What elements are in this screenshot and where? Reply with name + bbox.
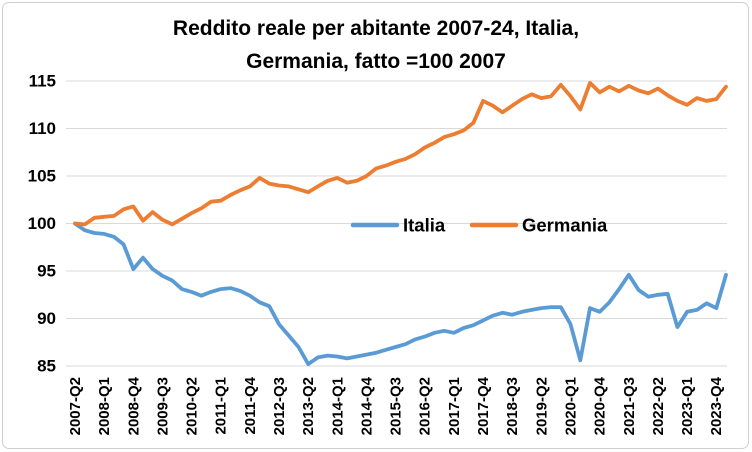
x-axis-label: 2023-Q4	[708, 376, 725, 435]
x-axis-label: 2013-Q2	[300, 377, 317, 435]
y-axis-label: 105	[28, 167, 56, 186]
x-axis-label: 2015-Q3	[388, 377, 405, 435]
x-axis-label: 2017-Q4	[475, 376, 492, 435]
y-axis-label: 100	[28, 214, 56, 233]
x-axis-label: 2011-Q1	[213, 377, 230, 435]
x-axis-label: 2022-Q2	[650, 377, 667, 435]
x-axis-label: 2010-Q2	[184, 377, 201, 435]
x-axis-label: 2014-Q4	[358, 376, 375, 435]
x-axis-label: 2014-Q1	[329, 377, 346, 435]
x-axis-label: 2021-Q3	[621, 377, 638, 435]
x-axis-label: 2009-Q3	[154, 377, 171, 435]
y-axis-label: 115	[29, 72, 56, 91]
x-axis-label: 2016-Q2	[417, 377, 434, 435]
germania-series-line	[73, 81, 728, 227]
x-axis-label: 2008-Q1	[96, 377, 113, 435]
italia-series-line	[73, 221, 728, 367]
x-axis-label: 2012-Q3	[271, 377, 288, 435]
legend-germania-label: Germania	[522, 214, 608, 235]
chart-title-line1: Reddito reale per abitante 2007-24, Ital…	[172, 17, 580, 40]
x-axis-label: 2008-Q4	[125, 376, 142, 435]
x-axis-label: 2023-Q1	[679, 377, 696, 435]
y-axis-label: 95	[37, 262, 56, 281]
x-axis-label: 2018-Q3	[504, 377, 521, 435]
chart-title: Reddito reale per abitante 2007-24, Ital…	[0, 12, 752, 78]
x-axis-label: 2020-Q1	[562, 377, 579, 435]
legend-italia-label: Italia	[403, 214, 446, 235]
x-axis-label: 2011-Q4	[242, 376, 259, 434]
x-axis-label: 2017-Q1	[446, 377, 463, 435]
x-axis-label: 2020-Q4	[592, 376, 609, 435]
y-axis-label: 110	[29, 119, 56, 138]
x-axis-label: 2019-Q2	[533, 377, 550, 435]
chart-title-line2: Germania, fatto =100 2007	[246, 50, 506, 73]
y-axis-label: 90	[37, 309, 56, 328]
y-axis-label: 85	[37, 357, 56, 376]
x-axis-label: 2007-Q2	[67, 377, 84, 435]
